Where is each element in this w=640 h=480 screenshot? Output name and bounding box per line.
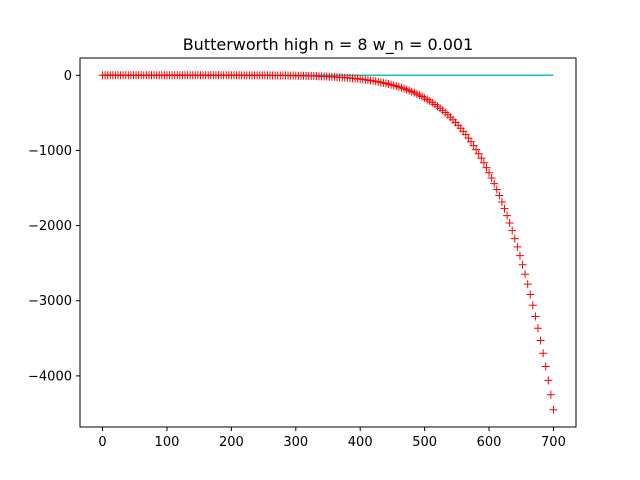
plus-marker: [536, 336, 545, 345]
plus-marker: [472, 145, 481, 154]
chart-title: Butterworth high n = 8 w_n = 0.001: [183, 35, 474, 55]
plus-marker: [503, 211, 512, 220]
plus-marker: [479, 158, 488, 167]
plus-marker: [508, 226, 517, 235]
plus-marker: [492, 185, 501, 194]
plus-marker: [518, 260, 527, 269]
plus-marker: [513, 242, 522, 251]
plus-marker: [497, 197, 506, 206]
plus-marker: [510, 234, 519, 243]
y-tick-label: −3000: [28, 294, 72, 309]
y-tick-label: −2000: [28, 219, 72, 234]
plus-marker: [541, 362, 550, 371]
plus-marker: [495, 191, 504, 200]
x-tick-label: 200: [219, 435, 244, 450]
plus-marker: [526, 290, 535, 299]
x-axis: 0 100 200 300 400 500 600 700: [98, 427, 566, 450]
x-tick-label: 400: [348, 435, 373, 450]
x-tick-label: 700: [541, 435, 566, 450]
plus-marker: [485, 168, 494, 177]
axes-frame: [79, 57, 577, 428]
x-tick-label: 100: [155, 435, 180, 450]
y-tick-label: −4000: [28, 369, 72, 384]
plus-marker: [500, 204, 509, 213]
plus-marker: [549, 405, 558, 414]
x-tick-label: 500: [412, 435, 437, 450]
plus-marker: [515, 251, 524, 260]
x-tick-label: 600: [477, 435, 502, 450]
plus-marker: [505, 218, 514, 227]
plus-marker: [546, 390, 555, 399]
plus-marker: [482, 163, 491, 172]
y-tick-label: −1000: [28, 144, 72, 159]
plus-marker: [531, 312, 540, 321]
plus-marker: [490, 179, 499, 188]
plus-marker: [469, 141, 478, 150]
plus-marker: [477, 154, 486, 163]
plus-marker: [533, 324, 542, 333]
plot-area: [98, 71, 558, 414]
plus-marker: [523, 280, 532, 289]
plus-marker: [474, 149, 483, 158]
plus-marker: [539, 349, 548, 358]
x-tick-label: 0: [98, 435, 106, 450]
plus-marker: [521, 270, 530, 279]
y-tick-label: 0: [64, 69, 72, 84]
plus-marker: [487, 174, 496, 183]
y-axis: 0 −1000 −2000 −3000 −4000: [28, 69, 80, 384]
series-markers: [98, 71, 558, 414]
plus-marker: [528, 301, 537, 310]
x-tick-label: 300: [283, 435, 308, 450]
plus-marker: [544, 376, 553, 385]
